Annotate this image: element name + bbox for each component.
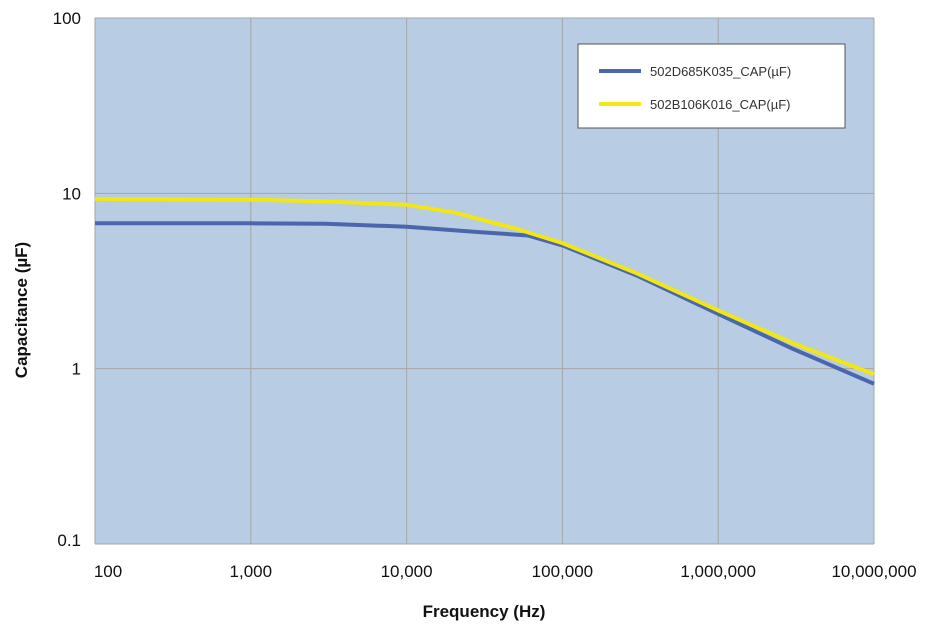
x-axis-title: Frequency (Hz) <box>423 602 546 621</box>
y-tick-label: 100 <box>53 9 81 28</box>
series-layer <box>94 196 875 386</box>
y-tick-label: 1 <box>72 360 81 379</box>
x-tick-label: 10,000 <box>381 562 433 581</box>
x-tick-label: 100,000 <box>532 562 593 581</box>
legend-box <box>577 43 846 129</box>
x-tick-label: 1,000,000 <box>680 562 756 581</box>
x-tick-label: 1,000 <box>230 562 273 581</box>
x-tick-label: 10,000,000 <box>831 562 916 581</box>
y-axis-title: Capacitance (µF) <box>12 242 31 378</box>
legend: 502D685K035_CAP(µF) 502B106K016_CAP(µF) <box>577 43 846 129</box>
x-tick-label: 100 <box>94 562 122 581</box>
legend-label-series-1: 502D685K035_CAP(µF) <box>650 64 791 79</box>
y-tick-label: 10 <box>62 184 81 203</box>
x-axis-ticks: 100 1,000 10,000 100,000 1,000,000 10,000,000 <box>94 562 917 581</box>
series-line-1 <box>95 221 875 386</box>
y-tick-label: 0.1 <box>57 531 81 550</box>
y-axis-ticks: 0.1 1 10 100 <box>53 9 81 550</box>
legend-label-series-2: 502B106K016_CAP(µF) <box>650 97 790 112</box>
series-line-2 <box>94 196 875 377</box>
grid <box>94 17 875 545</box>
